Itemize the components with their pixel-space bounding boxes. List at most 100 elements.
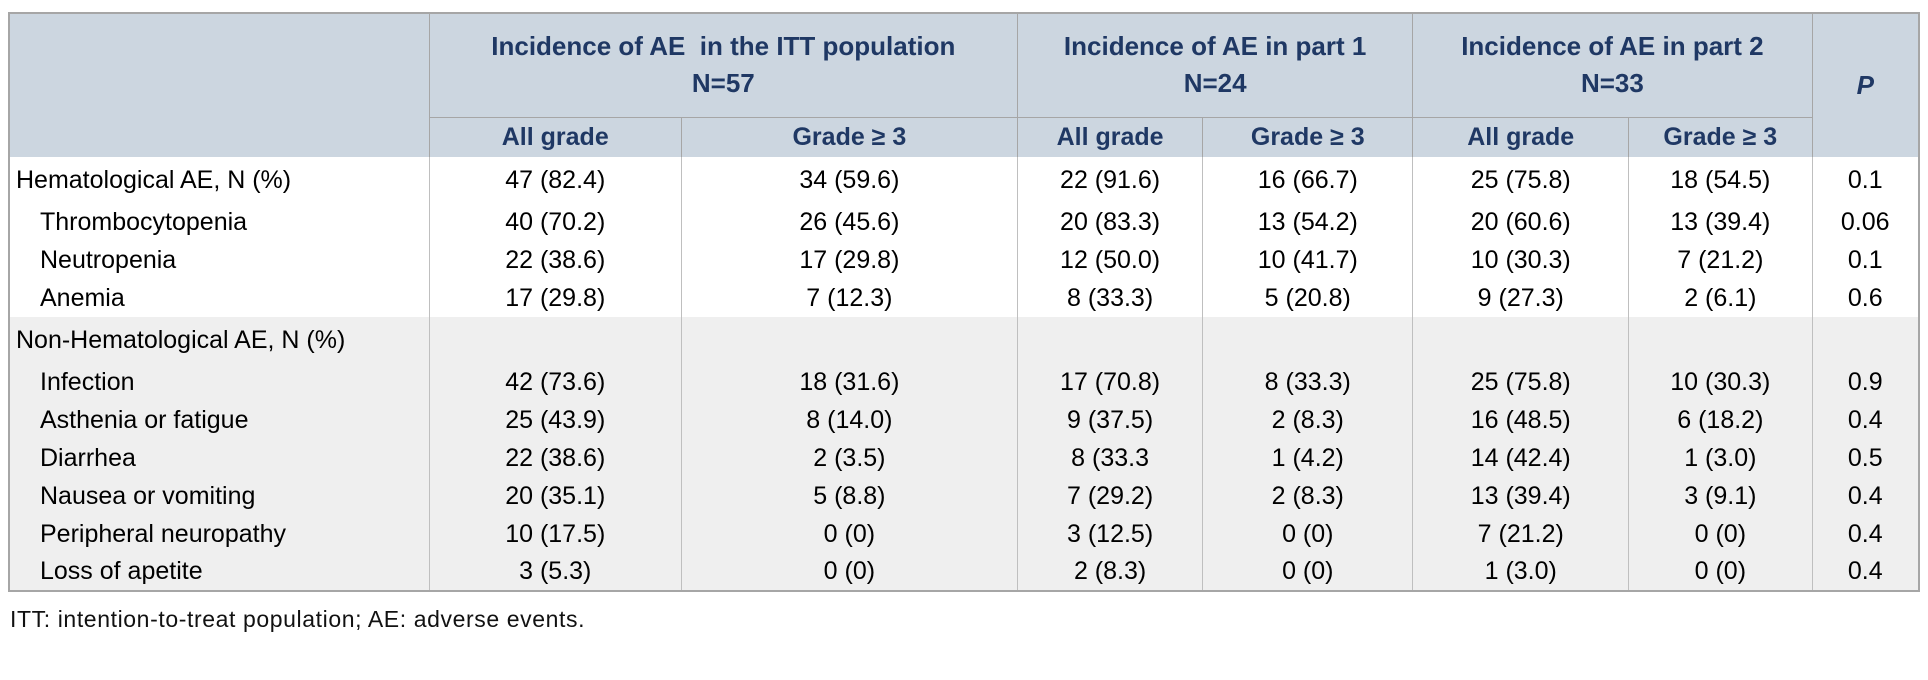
cell-value: 2 (8.3) xyxy=(1202,401,1414,439)
cell-value xyxy=(1412,317,1630,363)
cell-value xyxy=(1202,317,1414,363)
cell-value: 18 (31.6) xyxy=(680,363,1018,401)
cell-value: 47 (82.4) xyxy=(428,157,682,203)
row-label: Asthenia or fatigue xyxy=(9,401,430,439)
cell-value: 8 (33.3) xyxy=(1016,279,1204,317)
cell-value: 17 (29.8) xyxy=(680,241,1018,279)
row-label: Peripheral neuropathy xyxy=(9,515,430,553)
page: Incidence of AE in the ITT population N=… xyxy=(8,12,1920,632)
row-label: Anemia xyxy=(9,279,430,317)
cell-value: 0 (0) xyxy=(1202,515,1414,553)
cell-value: 8 (33.3) xyxy=(1202,363,1414,401)
cell-value: 2 (6.1) xyxy=(1628,279,1813,317)
cell-value: 10 (41.7) xyxy=(1202,241,1414,279)
table-row: Anemia 17 (29.8) 7 (12.3) 8 (33.3) 5 (20… xyxy=(9,279,1919,317)
subheader-part2-all-grade: All grade xyxy=(1412,116,1630,157)
header-group-itt-title: Incidence of AE in the ITT population xyxy=(491,30,956,61)
row-label: Non-Hematological AE, N (%) xyxy=(9,317,430,363)
cell-value: 22 (38.6) xyxy=(428,241,682,279)
header-group-itt: Incidence of AE in the ITT population N=… xyxy=(428,13,1018,117)
cell-p-value: 0.1 xyxy=(1811,157,1919,203)
adverse-events-table: Incidence of AE in the ITT population N=… xyxy=(8,12,1920,592)
header-group-part2-title: Incidence of AE in part 2 xyxy=(1461,30,1764,61)
cell-value: 25 (43.9) xyxy=(428,401,682,439)
cell-value: 20 (35.1) xyxy=(428,477,682,515)
cell-p-value: 0.6 xyxy=(1811,279,1919,317)
cell-p-value xyxy=(1811,317,1919,363)
header-group-row: Incidence of AE in the ITT population N=… xyxy=(8,13,1920,157)
header-group-part1-title: Incidence of AE in part 1 xyxy=(1063,30,1367,61)
subheader-part1-all-grade: All grade xyxy=(1016,116,1204,157)
subheader-itt-grade3: Grade ≥ 3 xyxy=(680,116,1018,157)
cell-value xyxy=(428,317,682,363)
cell-value: 0 (0) xyxy=(1628,553,1813,591)
cell-value: 26 (45.6) xyxy=(680,203,1018,241)
cell-value: 14 (42.4) xyxy=(1412,439,1630,477)
row-label: Loss of apetite xyxy=(9,553,430,591)
table-header: Incidence of AE in the ITT population N=… xyxy=(8,13,1920,157)
cell-p-value: 0.4 xyxy=(1811,553,1919,591)
row-label: Infection xyxy=(9,363,430,401)
cell-value: 13 (54.2) xyxy=(1202,203,1414,241)
cell-value: 20 (60.6) xyxy=(1412,203,1630,241)
cell-value: 0 (0) xyxy=(680,553,1018,591)
header-p: P xyxy=(1811,13,1920,157)
table-row: Diarrhea 22 (38.6) 2 (3.5) 8 (33.3 1 (4.… xyxy=(9,439,1919,477)
header-group-part1: Incidence of AE in part 1 N=24 xyxy=(1016,13,1414,117)
cell-value: 25 (75.8) xyxy=(1412,157,1630,203)
cell-value: 10 (30.3) xyxy=(1412,241,1630,279)
cell-value xyxy=(1628,317,1813,363)
cell-value: 10 (17.5) xyxy=(428,515,682,553)
cell-value: 18 (54.5) xyxy=(1628,157,1813,203)
cell-value: 7 (21.2) xyxy=(1628,241,1813,279)
cell-value: 2 (8.3) xyxy=(1016,553,1204,591)
cell-value: 8 (14.0) xyxy=(680,401,1018,439)
cell-value: 3 (9.1) xyxy=(1628,477,1813,515)
table-row: Loss of apetite 3 (5.3) 0 (0) 2 (8.3) 0 … xyxy=(9,553,1919,591)
cell-value: 3 (5.3) xyxy=(428,553,682,591)
cell-value: 40 (70.2) xyxy=(428,203,682,241)
cell-value: 7 (29.2) xyxy=(1016,477,1204,515)
cell-value: 1 (3.0) xyxy=(1412,553,1630,591)
table-row: Peripheral neuropathy 10 (17.5) 0 (0) 3 … xyxy=(9,515,1919,553)
cell-value xyxy=(680,317,1018,363)
cell-value: 9 (27.3) xyxy=(1412,279,1630,317)
cell-value: 9 (37.5) xyxy=(1016,401,1204,439)
cell-value: 3 (12.5) xyxy=(1016,515,1204,553)
row-label: Hematological AE, N (%) xyxy=(9,157,430,203)
cell-value: 2 (8.3) xyxy=(1202,477,1414,515)
cell-value: 16 (48.5) xyxy=(1412,401,1630,439)
cell-value: 5 (20.8) xyxy=(1202,279,1414,317)
cell-value: 8 (33.3 xyxy=(1016,439,1204,477)
cell-value: 12 (50.0) xyxy=(1016,241,1204,279)
table-row: Asthenia or fatigue 25 (43.9) 8 (14.0) 9… xyxy=(9,401,1919,439)
cell-value: 17 (29.8) xyxy=(428,279,682,317)
table-row: Nausea or vomiting 20 (35.1) 5 (8.8) 7 (… xyxy=(9,477,1919,515)
row-label: Neutropenia xyxy=(9,241,430,279)
row-label: Diarrhea xyxy=(9,439,430,477)
header-sub-row: All grade Grade ≥ 3 All grade Grade ≥ 3 … xyxy=(9,116,1919,157)
header-group-part2-n: N=33 xyxy=(1580,68,1644,99)
cell-p-value: 0.5 xyxy=(1811,439,1919,477)
table-row: Infection 42 (73.6) 18 (31.6) 17 (70.8) … xyxy=(9,363,1919,401)
cell-value: 20 (83.3) xyxy=(1016,203,1204,241)
table-row: Thrombocytopenia 40 (70.2) 26 (45.6) 20 … xyxy=(9,203,1919,241)
cell-value: 6 (18.2) xyxy=(1628,401,1813,439)
cell-value: 42 (73.6) xyxy=(428,363,682,401)
cell-value: 1 (4.2) xyxy=(1202,439,1414,477)
cell-value: 22 (38.6) xyxy=(428,439,682,477)
subheader-part2-grade3: Grade ≥ 3 xyxy=(1628,116,1813,157)
cell-value: 0 (0) xyxy=(1202,553,1414,591)
table-row: Non-Hematological AE, N (%) xyxy=(9,317,1919,363)
cell-value: 0 (0) xyxy=(680,515,1018,553)
corner-cell xyxy=(8,13,430,157)
row-label: Nausea or vomiting xyxy=(9,477,430,515)
cell-value: 25 (75.8) xyxy=(1412,363,1630,401)
cell-p-value: 0.9 xyxy=(1811,363,1919,401)
cell-p-value: 0.1 xyxy=(1811,241,1919,279)
cell-value: 7 (21.2) xyxy=(1412,515,1630,553)
cell-value: 17 (70.8) xyxy=(1016,363,1204,401)
cell-value: 13 (39.4) xyxy=(1412,477,1630,515)
cell-value: 1 (3.0) xyxy=(1628,439,1813,477)
cell-p-value: 0.4 xyxy=(1811,477,1919,515)
